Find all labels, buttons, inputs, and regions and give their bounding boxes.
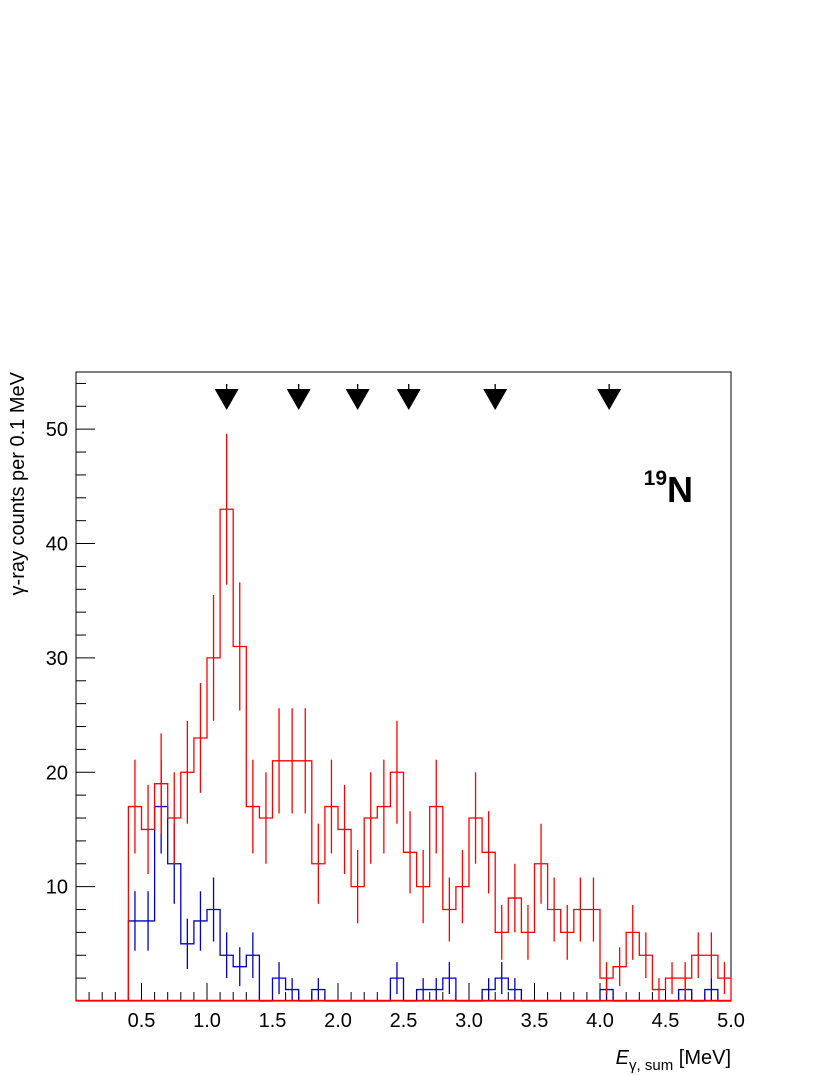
arrow-marker <box>214 389 239 410</box>
x-tick-label: 4.5 <box>652 1010 680 1032</box>
x-tick-label: 3.0 <box>455 1010 483 1032</box>
series-0 <box>76 433 732 1002</box>
y-tick-label: 50 <box>46 419 68 441</box>
y-tick-label: 10 <box>46 877 68 899</box>
axis-ticks <box>76 382 719 1001</box>
y-axis-label: γ-ray counts per 0.1 MeV <box>7 371 29 595</box>
x-tick-label: 0.5 <box>128 1010 156 1032</box>
arrow-marker <box>597 389 622 410</box>
tick-labels: 0.5 1.0 1.5 2.0 2.5 3.0 3.5 4.0 4.5 5.0 10 20 30 40 50 <box>46 419 745 1032</box>
x-axis-label-main: E <box>616 1047 630 1069</box>
x-tick-label: 2.5 <box>390 1010 418 1032</box>
y-tick-label: 30 <box>46 648 68 670</box>
arrow-marker <box>483 389 508 410</box>
arrow-marker <box>396 389 421 410</box>
nucleus-symbol: N <box>667 469 693 510</box>
y-tick-label: 40 <box>46 534 68 556</box>
arrow-markers <box>214 384 622 410</box>
nucleus-label: 19N <box>644 467 693 510</box>
x-tick-label: 1.0 <box>193 1010 221 1032</box>
nucleus-mass-number: 19 <box>644 467 667 490</box>
x-tick-label: 1.5 <box>259 1010 287 1032</box>
histogram-series <box>76 433 732 1002</box>
x-axis-label-sub: γ, sum <box>629 1057 673 1074</box>
x-tick-label: 4.0 <box>586 1010 614 1032</box>
x-tick-label: 2.0 <box>324 1010 352 1032</box>
arrow-marker <box>345 389 370 410</box>
x-tick-label: 3.5 <box>521 1010 549 1032</box>
x-axis-label-unit: [MeV] <box>673 1047 731 1069</box>
x-axis-label: Eγ, sum [MeV] <box>616 1047 731 1074</box>
x-tick-label: 5.0 <box>717 1010 745 1032</box>
histogram-step <box>127 508 732 1001</box>
arrow-marker <box>286 389 311 410</box>
y-tick-label: 20 <box>46 762 68 784</box>
